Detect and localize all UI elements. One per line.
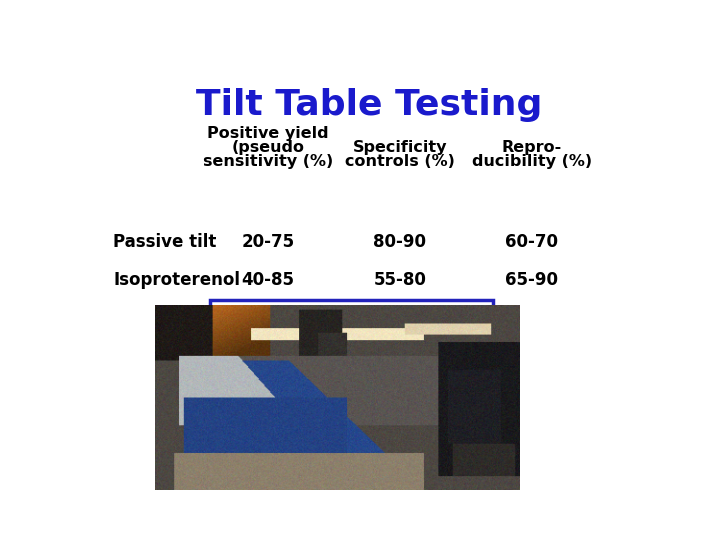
Text: (pseudo: (pseudo: [232, 140, 305, 156]
Text: Isoproterenol: Isoproterenol: [113, 272, 240, 289]
Text: Specificity: Specificity: [353, 140, 447, 156]
Bar: [210, 300, 493, 442]
Text: 20-75: 20-75: [242, 233, 294, 251]
Text: 55-80: 55-80: [374, 272, 426, 289]
Text: 40-85: 40-85: [242, 272, 294, 289]
Text: sensitivity (%): sensitivity (%): [203, 154, 333, 169]
Text: ducibility (%): ducibility (%): [472, 154, 592, 169]
Text: 80-90: 80-90: [374, 233, 426, 251]
Text: Positive yield: Positive yield: [207, 126, 329, 141]
Text: 60-70: 60-70: [505, 233, 558, 251]
Text: Repro-: Repro-: [502, 140, 562, 156]
Text: Tilt Table Testing: Tilt Table Testing: [196, 88, 542, 122]
Text: 65-90: 65-90: [505, 272, 558, 289]
Text: controls (%): controls (%): [345, 154, 455, 169]
Text: Passive tilt: Passive tilt: [113, 233, 217, 251]
